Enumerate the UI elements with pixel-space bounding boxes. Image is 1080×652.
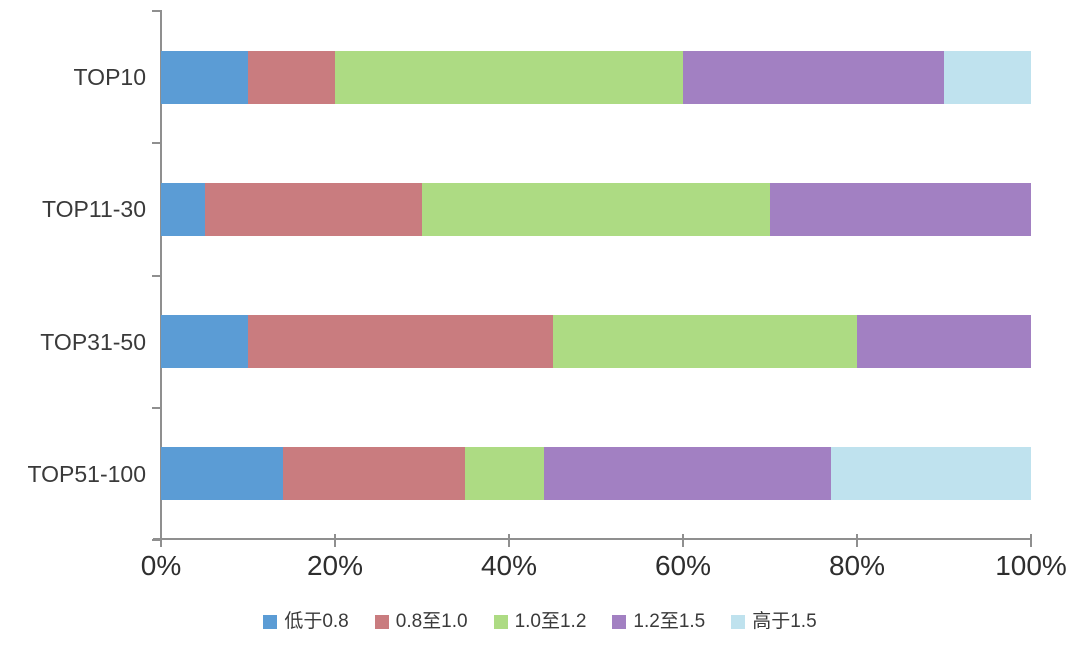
x-axis-tick	[682, 534, 684, 547]
legend-swatch	[493, 615, 508, 629]
bar-segment	[204, 182, 422, 236]
bar-segment	[248, 50, 335, 104]
x-axis-tick-label: 80%	[828, 550, 886, 581]
x-axis-tick-label: 100%	[995, 550, 1067, 581]
bar-row	[161, 315, 1031, 369]
y-axis-tick	[152, 539, 161, 541]
y-axis-line	[160, 10, 162, 547]
legend-item: 1.2至1.5	[612, 611, 705, 633]
legend-swatch	[374, 615, 389, 629]
legend-item: 低于0.8	[263, 611, 349, 633]
bar-segment	[543, 447, 831, 501]
legend-item: 1.0至1.2	[493, 611, 587, 633]
legend-label: 0.8至1.0	[395, 611, 468, 632]
y-axis-label: TOP31-50	[40, 328, 146, 355]
bar-row	[161, 447, 1031, 501]
y-axis-tick	[152, 274, 161, 277]
x-axis-tick	[856, 534, 858, 547]
x-axis-line	[153, 538, 1031, 540]
y-axis-tick	[152, 10, 161, 12]
bar-segment	[161, 182, 205, 236]
bar-segment	[944, 50, 1031, 104]
bar-segment	[161, 447, 283, 501]
legend-swatch	[731, 615, 746, 629]
x-axis-tick	[334, 534, 336, 547]
y-axis-tick	[152, 406, 161, 409]
bar-segment	[335, 50, 683, 104]
x-axis-tick-label: 60%	[654, 550, 712, 581]
bar-segment	[282, 447, 466, 501]
x-axis-tick-label: 0%	[140, 550, 182, 581]
bar-segment	[422, 182, 770, 236]
bar-segment	[465, 447, 544, 501]
bar-row	[161, 50, 1031, 104]
bar-segment	[683, 50, 944, 104]
bar-row	[161, 182, 1031, 236]
legend: 低于0.8 0.8至1.0 1.0至1.2 1.2至1.5 高于1.5	[0, 604, 1080, 640]
bar-segment	[830, 447, 1031, 501]
legend-label: 1.2至1.5	[633, 611, 706, 632]
y-axis-label: TOP11-30	[42, 196, 146, 223]
bar-segment	[857, 315, 1031, 369]
bar-segment	[552, 315, 857, 369]
legend-item: 高于1.5	[731, 611, 817, 633]
x-axis-tick-label: 40%	[480, 550, 538, 581]
bar-segment	[161, 50, 248, 104]
y-axis-label: TOP10	[73, 64, 146, 91]
bar-segment	[770, 182, 1031, 236]
y-axis-label: TOP51-100	[27, 460, 146, 487]
x-axis-tick	[508, 534, 510, 547]
legend-swatch	[263, 615, 278, 629]
y-axis-tick	[152, 142, 161, 145]
bar-segment	[248, 315, 553, 369]
x-axis-tick-label: 20%	[306, 550, 364, 581]
legend-label: 高于1.5	[752, 611, 817, 632]
legend-label: 1.0至1.2	[514, 611, 587, 632]
x-axis-tick	[1030, 534, 1032, 547]
bar-segment	[161, 315, 248, 369]
legend-item: 0.8至1.0	[374, 611, 468, 633]
legend-swatch	[612, 615, 627, 629]
legend-label: 低于0.8	[284, 611, 349, 632]
